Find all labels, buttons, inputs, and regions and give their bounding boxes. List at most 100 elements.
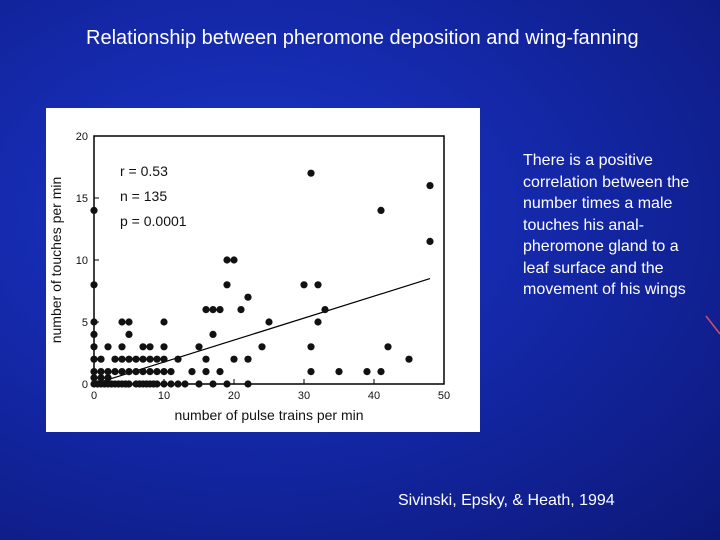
data-point [125, 330, 133, 338]
data-point [195, 343, 203, 351]
data-point [125, 380, 133, 388]
data-point [314, 318, 322, 326]
data-point [174, 380, 182, 388]
data-point [118, 318, 126, 326]
data-point [125, 368, 133, 376]
data-point [223, 380, 231, 388]
data-point [188, 368, 196, 376]
data-point [146, 343, 154, 351]
data-point [209, 306, 217, 314]
data-point [125, 355, 133, 363]
data-point [111, 368, 119, 376]
data-point [160, 343, 168, 351]
data-point [90, 374, 98, 382]
stat-label: p = 0.0001 [120, 213, 187, 229]
x-tick-label: 10 [158, 390, 170, 402]
data-point [167, 368, 175, 376]
data-point [118, 355, 126, 363]
data-point [111, 355, 119, 363]
data-point [202, 306, 210, 314]
data-point [307, 169, 315, 177]
data-point [244, 380, 252, 388]
y-tick-label: 10 [76, 255, 88, 267]
data-point [146, 368, 154, 376]
data-point [118, 368, 126, 376]
data-point [167, 380, 175, 388]
y-tick-label: 5 [82, 317, 88, 329]
data-point [237, 306, 245, 314]
data-point [265, 318, 273, 326]
data-point [223, 281, 231, 289]
data-point [195, 380, 203, 388]
data-point [405, 355, 413, 363]
data-point [321, 306, 329, 314]
data-point [153, 380, 161, 388]
data-point [132, 368, 140, 376]
scatter-plot: 0 10 20 30 40 50 0 5 10 15 20 r = 0.53 n = 135 p = 0… [48, 131, 450, 423]
data-point [244, 293, 252, 301]
data-point [426, 182, 434, 190]
data-point [90, 330, 98, 338]
data-point [223, 256, 231, 264]
x-tick-label: 40 [368, 390, 380, 402]
data-point [153, 368, 161, 376]
data-point [160, 318, 168, 326]
data-point [202, 355, 210, 363]
data-point [384, 343, 392, 351]
data-point [363, 368, 371, 376]
y-tick-label: 0 [82, 379, 88, 391]
data-point [139, 343, 147, 351]
data-point [216, 306, 224, 314]
data-point [139, 368, 147, 376]
data-point [181, 380, 189, 388]
data-point [160, 355, 168, 363]
data-point [209, 330, 217, 338]
data-point [139, 355, 147, 363]
data-point [90, 368, 98, 376]
data-point [146, 355, 154, 363]
data-point [426, 237, 434, 245]
data-point [230, 355, 238, 363]
data-point [335, 368, 343, 376]
stat-label: n = 135 [120, 188, 167, 204]
data-point [90, 343, 98, 351]
data-point [97, 368, 105, 376]
data-point [90, 355, 98, 363]
x-tick-label: 30 [298, 390, 310, 402]
slide-title: Relationship between pheromone depositio… [86, 27, 639, 49]
x-axis-label: number of pulse trains per min [174, 407, 363, 423]
data-point [153, 355, 161, 363]
data-point [300, 281, 308, 289]
stat-label: r = 0.53 [120, 163, 168, 179]
data-point [104, 368, 112, 376]
decorative-line [705, 315, 720, 335]
data-point [307, 343, 315, 351]
x-tick-label: 20 [228, 390, 240, 402]
y-axis-label: number of touches per min [48, 177, 64, 344]
regression-line [93, 278, 431, 385]
data-point [90, 281, 98, 289]
data-point [258, 343, 266, 351]
data-point [125, 318, 133, 326]
scatter-plot-figure: 0 10 20 30 40 50 0 5 10 15 20 r = 0.53 n = 135 p = 0… [46, 108, 480, 432]
x-tick-label: 0 [91, 390, 97, 402]
data-point [377, 368, 385, 376]
data-point [104, 343, 112, 351]
data-point [209, 380, 217, 388]
data-point [132, 355, 140, 363]
data-point [118, 343, 126, 351]
data-point [202, 368, 210, 376]
data-point [174, 355, 182, 363]
y-tick-label: 15 [76, 193, 88, 205]
data-point [104, 374, 112, 382]
data-point [230, 256, 238, 264]
data-point [90, 206, 98, 214]
y-tick-label: 20 [76, 131, 88, 143]
data-point [216, 368, 224, 376]
data-point [97, 374, 105, 382]
data-point [160, 368, 168, 376]
citation-text: Sivinski, Epsky, & Heath, 1994 [398, 492, 615, 509]
data-point [160, 380, 168, 388]
data-point [244, 355, 252, 363]
x-tick-label: 50 [438, 390, 450, 402]
